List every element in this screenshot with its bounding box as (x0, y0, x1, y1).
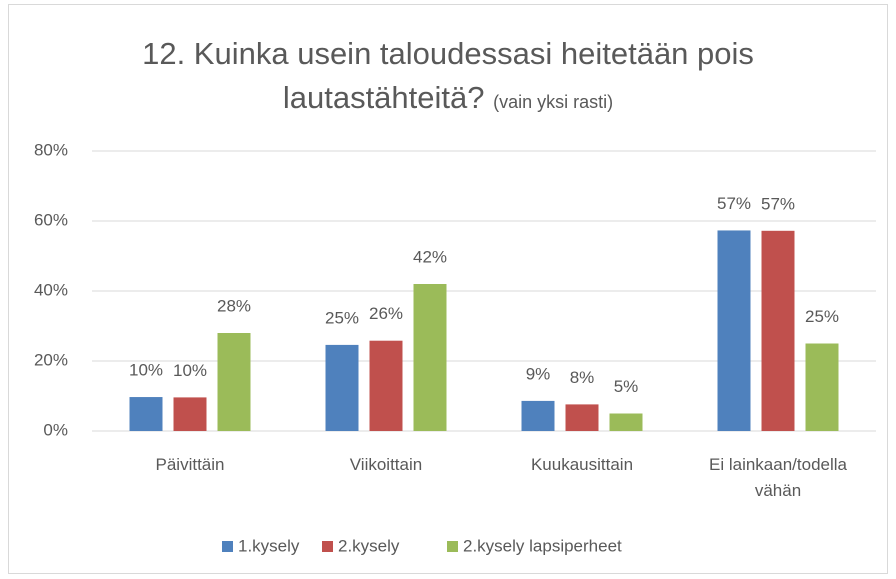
x-tick-label: Päivittäin (155, 455, 225, 474)
bar (369, 340, 403, 431)
data-label: 8% (570, 368, 595, 387)
bar (173, 397, 207, 431)
y-tick-label: 60% (34, 210, 68, 229)
legend-label: 2.kysely (338, 536, 400, 555)
data-label: 57% (717, 194, 751, 213)
bar (565, 404, 599, 431)
x-tick-label: Ei lainkaan/todella vähän (709, 455, 847, 500)
data-label: 5% (614, 377, 639, 396)
y-tick-label: 20% (34, 350, 68, 369)
chart-title-block: 12. Kuinka usein taloudessasi heitetään … (118, 32, 778, 124)
data-label: 10% (173, 361, 207, 380)
bar (521, 400, 555, 431)
y-tick-label: 80% (34, 140, 68, 159)
chart-frame (8, 4, 888, 574)
bar (413, 284, 447, 431)
legend-label: 2.kysely lapsiperheet (463, 536, 622, 555)
data-label: 57% (761, 194, 795, 213)
data-label: 10% (129, 361, 163, 380)
data-label: 26% (369, 304, 403, 323)
bar (761, 230, 795, 431)
legend-label: 1.kysely (238, 536, 300, 555)
y-tick-label: 40% (34, 280, 68, 299)
legend-swatch (447, 541, 458, 552)
bar (129, 397, 163, 431)
bar (717, 230, 751, 431)
data-label: 25% (805, 307, 839, 326)
data-label: 42% (413, 247, 447, 266)
x-tick-label: Viikoittain (349, 455, 423, 474)
y-tick-label: 0% (43, 420, 68, 439)
legend-swatch (322, 541, 333, 552)
legend-swatch (222, 541, 233, 552)
chart-subtitle: (vain yksi rasti) (493, 92, 614, 112)
data-label: 25% (325, 308, 359, 327)
bar (217, 333, 251, 431)
chart-title: 12. Kuinka usein taloudessasi heitetään … (142, 36, 754, 115)
bar (805, 343, 839, 431)
bar (325, 344, 359, 431)
bar (609, 413, 643, 431)
data-label: 28% (217, 296, 251, 315)
x-tick-label: Kuukausittain (530, 455, 634, 474)
data-label: 9% (526, 364, 551, 383)
